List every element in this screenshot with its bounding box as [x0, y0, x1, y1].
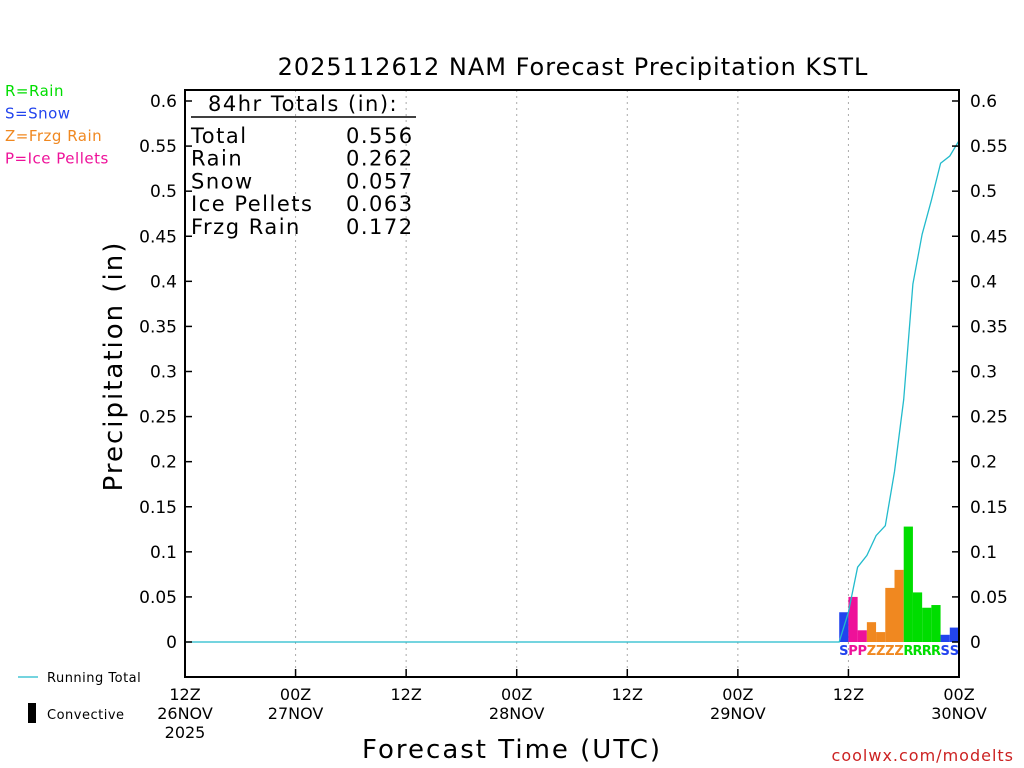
running-total-line	[185, 140, 960, 643]
precip-bars	[839, 526, 958, 642]
precip-type-label: Z	[876, 644, 885, 659]
precip-type-label: Z	[894, 644, 903, 659]
y-tick-label: 0.3	[150, 363, 177, 383]
y-tick-label: 0.25	[970, 408, 1008, 428]
precip-type-label: S	[950, 644, 959, 659]
x-tick-label: 29NOV	[710, 704, 766, 723]
y-tick-label: 0.05	[139, 588, 177, 608]
x-tick-label: 27NOV	[268, 704, 324, 723]
y-tick-label: 0.25	[139, 408, 177, 428]
x-tick-label: 28NOV	[489, 704, 545, 723]
precip-type-legend: R=Rain S=Snow Z=Frzg Rain P=Ice Pellets	[5, 82, 109, 168]
precip-bar	[949, 627, 958, 642]
totals-row-value: 0.262	[346, 147, 414, 171]
precip-bar	[912, 592, 923, 642]
totals-box: 84hr Totals (in): Total 0.556 Rain 0.262 Sno…	[190, 92, 416, 239]
y-tick-label: 0.3	[970, 363, 997, 383]
y-tick-label: 0.6	[150, 92, 177, 112]
x-tick-label: 30NOV	[931, 704, 987, 723]
bottom-legend: Running Total Convective	[18, 671, 141, 723]
y-tick-label: 0.15	[970, 498, 1008, 518]
x-tick-label: 12Z	[612, 685, 643, 704]
y-tick-label: 0.5	[970, 182, 997, 202]
totals-row-value: 0.556	[346, 124, 414, 148]
y-tick-label: 0.15	[139, 498, 177, 518]
y-tick-label: 0.05	[970, 588, 1008, 608]
legend-z: Z=Frzg Rain	[5, 127, 102, 145]
precip-bar	[903, 526, 913, 642]
y-tick-label: 0.35	[139, 317, 177, 337]
precip-bar	[848, 596, 858, 642]
y-tick-label: 0.2	[970, 453, 997, 473]
legend-p: P=Ice Pellets	[5, 150, 109, 168]
precip-bar	[876, 632, 886, 642]
precip-type-label: R	[913, 644, 923, 659]
precip-bar	[931, 605, 941, 642]
totals-row-label: Frzg Rain	[191, 215, 301, 239]
y-tick-label: 0.45	[970, 227, 1008, 247]
precip-bar	[894, 569, 904, 642]
y-axis-right: 0 0.05 0.1 0.15 0.2 0.25 0.3 0.35 0.4 0.45 0.5 0.55…	[952, 92, 1008, 653]
totals-row-label: Total	[190, 124, 248, 148]
y-tick-label: 0.4	[150, 272, 177, 292]
precip-type-label: Z	[867, 644, 876, 659]
x-tick-label: 00Z	[280, 685, 311, 704]
totals-row-label: Ice Pellets	[191, 192, 313, 216]
y-tick-label: 0.55	[970, 137, 1008, 157]
x-tick-label: 2025	[165, 723, 206, 742]
precip-type-label: R	[903, 644, 913, 659]
convective-legend-label: Convective	[47, 708, 125, 723]
y-tick-label: 0	[166, 633, 177, 653]
precip-bar	[857, 630, 867, 642]
totals-row-value: 0.057	[346, 169, 414, 193]
precip-type-label: S	[839, 644, 848, 659]
y-axis-left: 0 0.05 0.1 0.15 0.2 0.25 0.3 0.35 0.4 0.45 0.5 0.55…	[139, 92, 192, 653]
x-tick-label: 26NOV	[157, 704, 213, 723]
totals-row-value: 0.172	[346, 215, 414, 239]
y-tick-label: 0.6	[970, 92, 997, 112]
plot-frame	[184, 89, 960, 678]
x-tick-label: 00Z	[722, 685, 753, 704]
y-tick-label: 0.2	[150, 453, 177, 473]
precip-type-label: S	[940, 644, 949, 659]
precip-type-label: P	[848, 644, 858, 659]
precip-type-label: R	[922, 644, 932, 659]
y-tick-label: 0.55	[139, 137, 177, 157]
y-axis-label: Precipitation (in)	[99, 241, 129, 492]
totals-row-label: Rain	[191, 147, 243, 171]
precip-bar	[885, 587, 895, 642]
x-tick-label: 00Z	[501, 685, 532, 704]
vertical-gridlines	[295, 90, 849, 677]
precip-type-label: Z	[885, 644, 894, 659]
credit-text: coolwx.com/modelts	[832, 746, 1014, 765]
convective-legend-swatch	[28, 703, 36, 723]
y-tick-label: 0.5	[150, 182, 177, 202]
y-tick-label: 0.45	[139, 227, 177, 247]
y-tick-label: 0.4	[970, 272, 997, 292]
x-tick-label: 12Z	[169, 685, 200, 704]
y-tick-label: 0.35	[970, 317, 1008, 337]
totals-row-label: Snow	[191, 169, 254, 193]
precip-bar	[922, 607, 932, 642]
x-tick-label: 00Z	[943, 685, 974, 704]
x-tick-label: 12Z	[390, 685, 421, 704]
y-tick-label: 0.1	[970, 543, 997, 563]
precip-bar	[866, 622, 877, 642]
y-tick-label: 0	[970, 633, 981, 653]
totals-header: 84hr Totals (in):	[208, 92, 398, 116]
chart-title: 2025112612 NAM Forecast Precipitation KS…	[278, 53, 869, 81]
totals-row-value: 0.063	[346, 192, 414, 216]
precip-type-label: R	[931, 644, 941, 659]
precip-bar	[940, 634, 950, 642]
legend-r: R=Rain	[5, 82, 64, 100]
x-tick-label: 12Z	[833, 685, 864, 704]
running-total-legend-label: Running Total	[47, 671, 141, 686]
y-tick-label: 0.1	[150, 543, 177, 563]
legend-s: S=Snow	[5, 105, 71, 123]
precip-type-label: P	[857, 644, 867, 659]
x-axis-label: Forecast Time (UTC)	[362, 735, 662, 765]
